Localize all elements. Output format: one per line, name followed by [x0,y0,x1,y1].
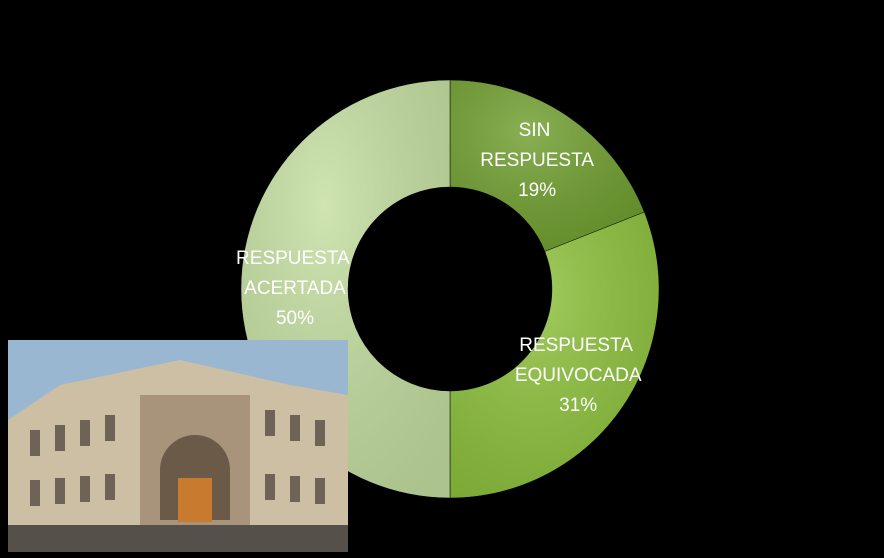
photo-windows [30,410,325,506]
value-label: 19% [518,180,556,201]
slice-sheen [450,212,659,499]
labels: SIN RESPUESTA 19% RESPUESTA EQUIVOCADA 31% R… [236,120,642,416]
photo-arch [160,435,230,520]
value-label: 50% [276,308,314,329]
photo [8,340,348,552]
photo-street [8,525,348,552]
category-label: SIN RESPUESTA [480,120,594,171]
category-label: RESPUESTA EQUIVOCADA [515,335,642,386]
category-label: RESPUESTA ACERTADA [236,248,354,299]
value-label: 31% [559,395,597,416]
slice-sheen [450,80,645,252]
photo-door [178,478,212,522]
